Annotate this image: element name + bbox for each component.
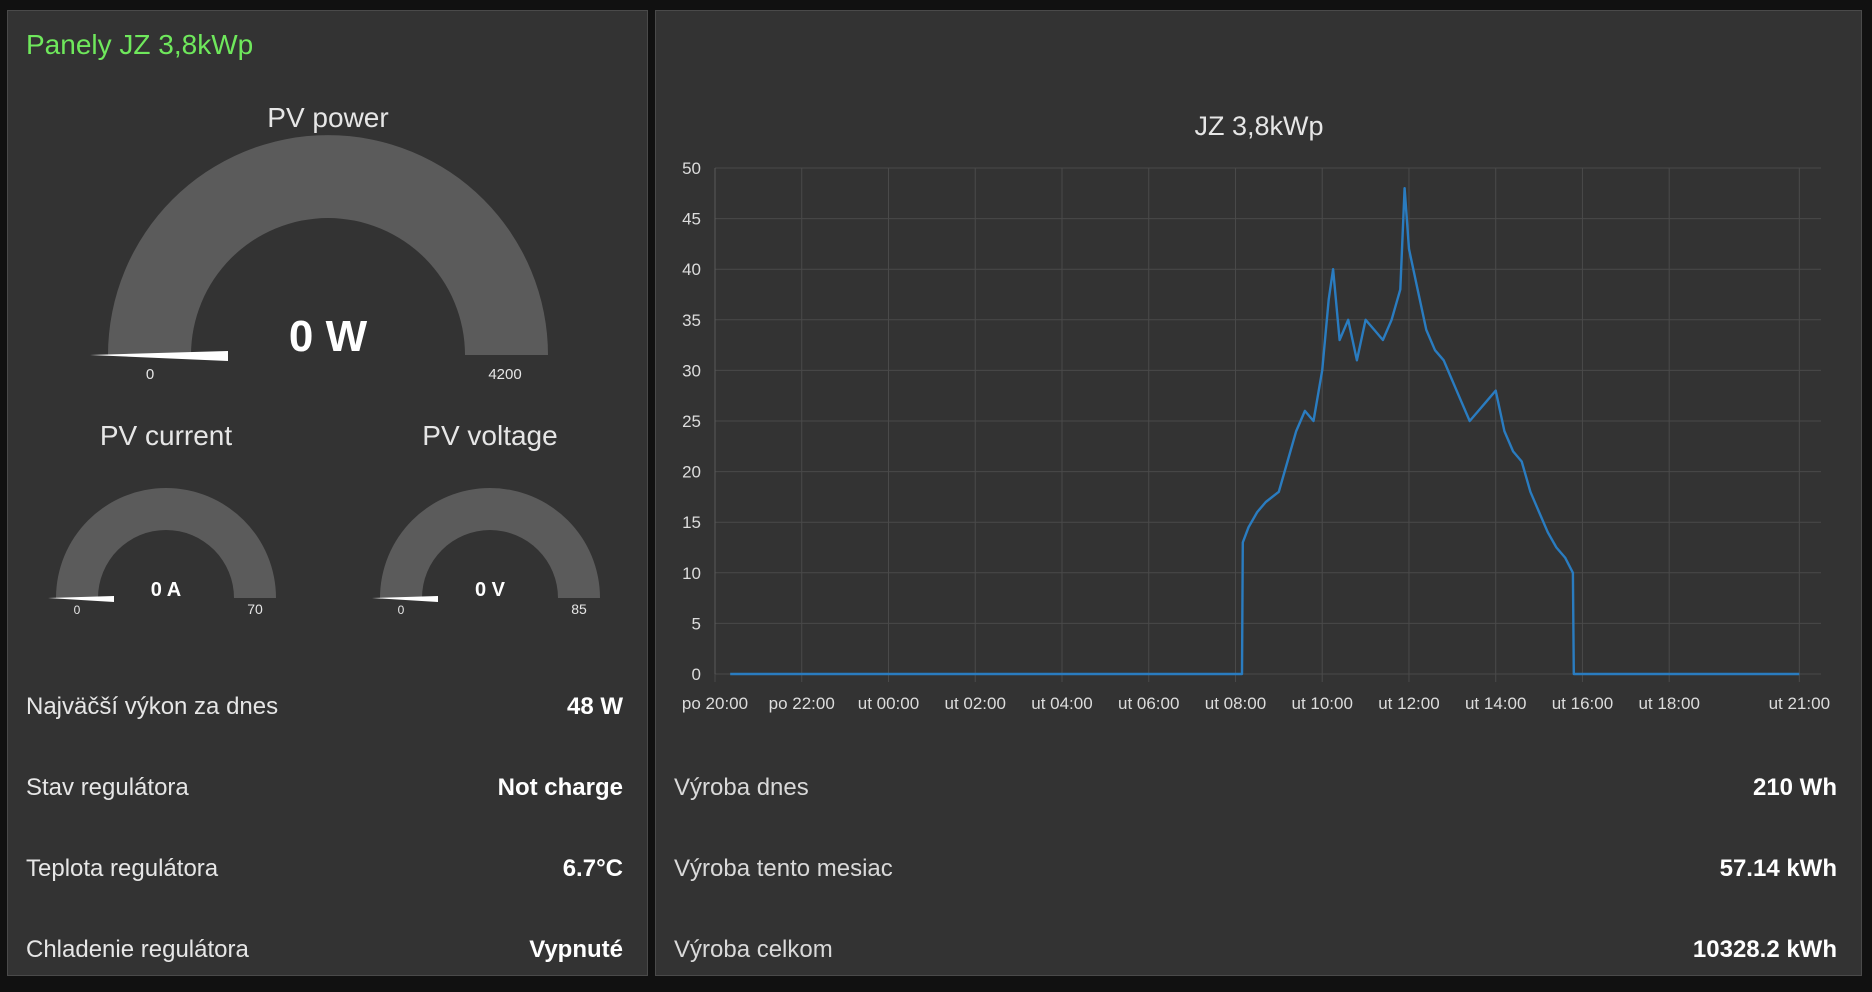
panel-title: Panely JZ 3,8kWp: [26, 29, 254, 60]
pv-current-min-label: 0: [74, 603, 81, 617]
row-value: 57.14 kWh: [1719, 855, 1837, 882]
y-tick-label: 30: [682, 361, 701, 380]
row-label: Výroba celkom: [674, 936, 833, 963]
x-tick-label: po 22:00: [769, 694, 835, 713]
row-production-total: Výroba celkom 10328.2 kWh: [674, 930, 1837, 970]
pv-voltage-needle: [372, 596, 438, 602]
pv-power-value: 0 W: [289, 312, 368, 361]
row-value: 10328.2 kWh: [1692, 936, 1837, 963]
y-tick-label: 20: [682, 463, 701, 482]
row-value: Vypnuté: [529, 936, 623, 963]
row-label: Najväčší výkon za dnes: [26, 693, 279, 720]
y-tick-label: 50: [682, 159, 701, 178]
pv-power-min-label: 0: [146, 366, 154, 383]
gauges-area: PV power 0 W 0 4200 PV current 0 A 0 70 …: [48, 102, 600, 617]
pv-current-value: 0 A: [151, 579, 181, 601]
pv-voltage-title: PV voltage: [422, 420, 557, 451]
x-axis-ticks: po 20:00 po 22:00 ut 00:00 ut 02:00 ut 04:00…: [682, 694, 1830, 713]
x-tick-label: ut 21:00: [1769, 694, 1830, 713]
y-tick-label: 15: [682, 513, 701, 532]
pv-power-title: PV power: [267, 102, 388, 133]
x-tick-label: ut 18:00: [1638, 694, 1699, 713]
row-label: Stav regulátora: [26, 774, 189, 801]
row-label: Chladenie regulátora: [26, 936, 249, 963]
pv-power-max-label: 4200: [488, 366, 521, 383]
pv-power-gauge: PV power 0 W 0 4200: [90, 102, 548, 383]
row-label: Výroba dnes: [674, 774, 809, 801]
row-controller-temperature: Teplota regulátora 6.7°C: [26, 849, 623, 889]
row-label: Teplota regulátora: [26, 855, 219, 882]
x-tick-label: po 20:00: [682, 694, 748, 713]
x-tick-label: ut 06:00: [1118, 694, 1179, 713]
pv-current-gauge: PV current 0 A 0 70: [48, 420, 276, 617]
y-tick-label: 25: [682, 412, 701, 431]
pv-voltage-gauge: PV voltage 0 V 0 85: [372, 420, 600, 617]
row-controller-status: Stav regulátora Not charge: [26, 768, 623, 808]
y-tick-label: 45: [682, 210, 701, 229]
pv-current-needle: [48, 596, 114, 602]
x-tick-label: ut 16:00: [1552, 694, 1613, 713]
pv-current-title: PV current: [100, 420, 232, 451]
series-line: [730, 187, 1800, 676]
y-axis-ticks: 0 5 10 15 20 25 30 35 40 45 50: [682, 159, 701, 684]
row-label: Výroba tento mesiac: [674, 855, 893, 882]
pv-power-track: [108, 135, 548, 355]
x-tick-label: ut 12:00: [1378, 694, 1439, 713]
chart-grid: [714, 167, 1821, 682]
row-max-power-today: Najväčší výkon za dnes 48 W: [26, 687, 623, 727]
x-tick-label: ut 08:00: [1205, 694, 1266, 713]
x-tick-label: ut 04:00: [1031, 694, 1092, 713]
pv-voltage-value: 0 V: [475, 579, 506, 601]
y-tick-label: 0: [692, 665, 701, 684]
y-tick-label: 40: [682, 260, 701, 279]
chart-series: [730, 187, 1800, 676]
row-value: 48 W: [566, 693, 623, 720]
x-tick-label: ut 00:00: [858, 694, 919, 713]
production-chart-card: JZ 3,8kWp 0 5 10 15 20 25 30 35 40 45 50 po 20:00 p…: [655, 10, 1862, 976]
x-tick-label: ut 02:00: [945, 694, 1006, 713]
row-controller-cooling: Chladenie regulátora Vypnuté: [26, 930, 623, 970]
pv-current-max-label: 70: [247, 601, 263, 617]
row-value: 210 Wh: [1752, 774, 1837, 801]
chart-title: JZ 3,8kWp: [1194, 111, 1323, 141]
pv-voltage-max-label: 85: [571, 601, 587, 617]
y-tick-label: 5: [692, 614, 701, 633]
pv-current-track: [56, 488, 276, 598]
y-tick-label: 10: [682, 564, 701, 583]
pv-voltage-track: [380, 488, 600, 598]
x-tick-label: ut 14:00: [1465, 694, 1526, 713]
x-tick-label: ut 10:00: [1291, 694, 1352, 713]
solar-panel-card: Panely JZ 3,8kWp PV power 0 W 0 4200 PV …: [7, 10, 648, 976]
row-production-month: Výroba tento mesiac 57.14 kWh: [674, 849, 1837, 889]
row-value: Not charge: [497, 774, 623, 801]
row-production-today: Výroba dnes 210 Wh: [674, 768, 1837, 808]
pv-voltage-min-label: 0: [398, 603, 405, 617]
y-tick-label: 35: [682, 311, 701, 330]
row-value: 6.7°C: [562, 855, 623, 882]
pv-power-needle: [90, 351, 228, 361]
